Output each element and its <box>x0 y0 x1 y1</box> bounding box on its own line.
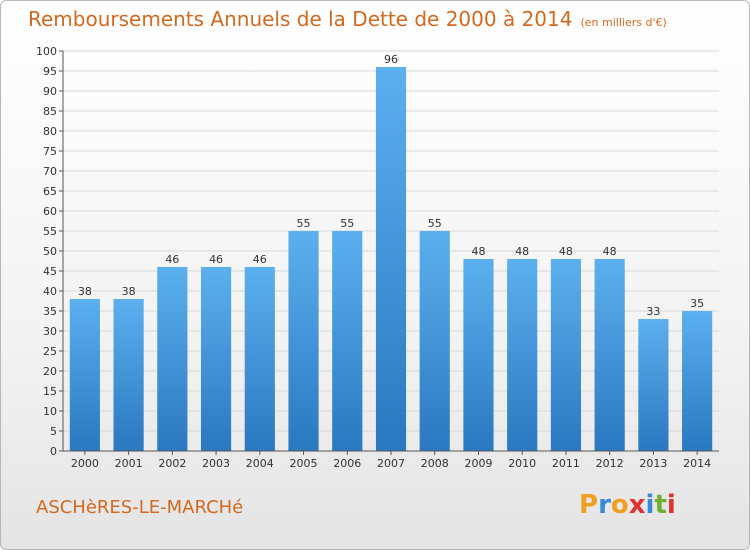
x-axis-ticks: 2000 2001 2002 2003 2004 2005 2006 2007 2008 2009… <box>71 451 711 470</box>
x-tick-label: 2012 <box>596 457 624 470</box>
chart-title-text: Remboursements Annuels de la Dette de 20… <box>28 7 573 31</box>
y-tick-label: 20 <box>43 365 57 378</box>
value-label: 48 <box>515 245 529 258</box>
y-tick-label: 30 <box>43 325 57 338</box>
commune-name: ASCHèRES-LE-MARCHé <box>36 497 244 518</box>
chart-title: Remboursements Annuels de la Dette de 20… <box>28 7 667 31</box>
logo-letter: i <box>666 490 676 520</box>
x-tick-label: 2007 <box>377 457 405 470</box>
value-label: 46 <box>253 253 267 266</box>
x-tick-label: 2000 <box>71 457 99 470</box>
y-tick-label: 95 <box>43 65 57 78</box>
y-tick-label: 40 <box>43 285 57 298</box>
y-tick-label: 45 <box>43 265 57 278</box>
bar <box>332 231 363 451</box>
y-tick-label: 100 <box>36 45 57 58</box>
x-tick-label: 2014 <box>683 457 711 470</box>
y-tick-label: 65 <box>43 185 57 198</box>
value-label: 55 <box>428 217 442 230</box>
value-labels: 38 38 46 46 46 55 55 96 55 48 48 48 48 33 35 <box>78 53 704 318</box>
bar <box>288 231 319 451</box>
bar <box>550 259 582 451</box>
x-tick-label: 2002 <box>158 457 186 470</box>
chart-subtitle: (en milliers d'€) <box>580 16 667 29</box>
bar <box>244 267 275 451</box>
bar <box>375 67 407 451</box>
x-tick-label: 2009 <box>464 457 492 470</box>
y-tick-label: 15 <box>43 385 57 398</box>
x-tick-label: 2001 <box>115 457 143 470</box>
value-label: 38 <box>122 285 136 298</box>
y-tick-label: 10 <box>43 405 57 418</box>
x-tick-label: 2004 <box>246 457 274 470</box>
value-label: 55 <box>297 217 311 230</box>
x-tick-label: 2010 <box>508 457 536 470</box>
logo-letter: i <box>645 490 655 520</box>
value-label: 33 <box>646 305 660 318</box>
value-label: 55 <box>340 217 354 230</box>
value-label: 48 <box>603 245 617 258</box>
y-tick-label: 85 <box>43 105 57 118</box>
logo-letter: r <box>598 490 611 520</box>
y-tick-label: 25 <box>43 345 57 358</box>
y-tick-label: 80 <box>43 125 57 138</box>
bar <box>682 311 713 451</box>
bar <box>507 259 538 451</box>
bars <box>69 67 713 451</box>
bar <box>200 267 232 451</box>
bar <box>638 319 669 451</box>
bar <box>419 231 450 451</box>
x-tick-label: 2011 <box>552 457 580 470</box>
value-label: 46 <box>209 253 223 266</box>
logo-letter: o <box>610 490 629 520</box>
bar <box>463 259 494 451</box>
y-tick-label: 50 <box>43 245 57 258</box>
y-tick-label: 70 <box>43 165 57 178</box>
y-tick-label: 5 <box>50 425 57 438</box>
bar <box>113 299 144 451</box>
logo-letter: x <box>628 490 646 520</box>
y-tick-label: 55 <box>43 225 57 238</box>
value-label: 46 <box>165 253 179 266</box>
proxiti-logo: Proxiti <box>579 490 676 520</box>
y-tick-label: 0 <box>50 445 57 458</box>
x-tick-label: 2006 <box>333 457 361 470</box>
y-tick-label: 90 <box>43 85 57 98</box>
value-label: 35 <box>690 297 704 310</box>
bar <box>69 299 100 451</box>
x-tick-label: 2003 <box>202 457 230 470</box>
y-tick-label: 75 <box>43 145 57 158</box>
y-axis-ticks: 0 5 10 15 20 25 30 35 40 45 50 55 60 65 70 75 80 85 90 95 10… <box>36 45 63 458</box>
value-label: 48 <box>471 245 485 258</box>
x-tick-label: 2005 <box>290 457 318 470</box>
value-label: 38 <box>78 285 92 298</box>
logo-letter: P <box>579 490 599 520</box>
value-label: 96 <box>384 53 398 66</box>
bar <box>157 267 188 451</box>
logo-letter: t <box>654 490 667 520</box>
x-tick-label: 2013 <box>639 457 667 470</box>
y-tick-label: 35 <box>43 305 57 318</box>
value-label: 48 <box>559 245 573 258</box>
y-tick-label: 60 <box>43 205 57 218</box>
bar <box>594 259 625 451</box>
x-tick-label: 2008 <box>421 457 449 470</box>
